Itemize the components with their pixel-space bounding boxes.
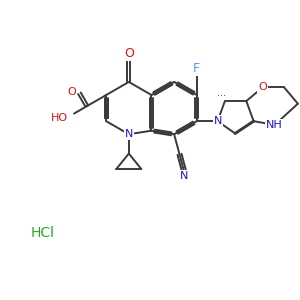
Text: ···: ··· bbox=[218, 91, 226, 101]
Text: NH: NH bbox=[266, 120, 283, 130]
Text: N: N bbox=[180, 171, 188, 181]
Text: HO: HO bbox=[51, 113, 68, 123]
Text: N: N bbox=[124, 129, 133, 139]
Text: O: O bbox=[258, 82, 267, 92]
Text: O: O bbox=[124, 47, 134, 60]
Text: F: F bbox=[193, 62, 200, 75]
Text: O: O bbox=[68, 87, 76, 97]
Text: N: N bbox=[213, 116, 222, 126]
Text: HCl: HCl bbox=[31, 226, 55, 240]
